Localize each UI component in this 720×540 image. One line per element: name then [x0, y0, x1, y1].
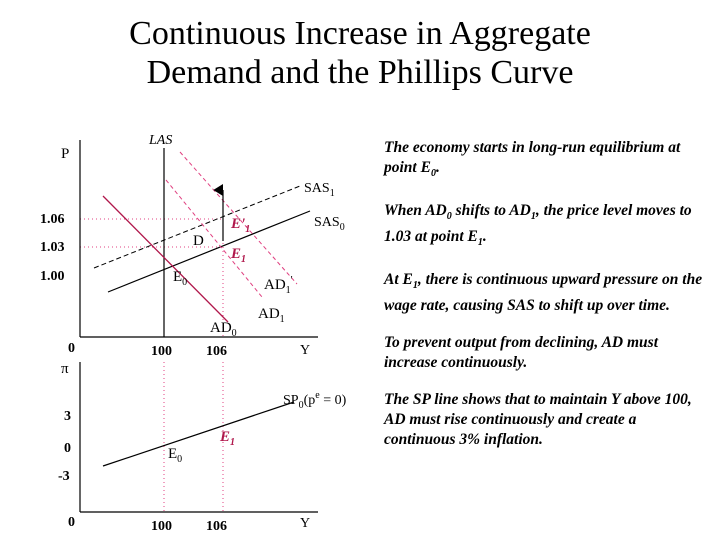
- sas1-line: [93, 185, 301, 269]
- ad1-line: [165, 179, 263, 298]
- upper-y-axis-x-label: Y: [300, 343, 310, 358]
- upper-origin-label: 0: [68, 341, 75, 356]
- lower-origin-label: 0: [68, 515, 75, 530]
- d-label: D: [193, 233, 204, 249]
- lower-output-label-106: 106: [206, 519, 227, 534]
- e1-label: E1: [230, 246, 246, 265]
- e0-label: E0: [173, 269, 187, 288]
- las-label: LAS: [148, 133, 172, 148]
- sas1-label: SAS1: [304, 181, 335, 199]
- title-line-1: Continuous Increase in Aggregate: [129, 15, 591, 52]
- note-paragraph-2: When AD0 shifts to AD1, the price level …: [384, 202, 692, 249]
- ad1-prime-line: [179, 151, 298, 285]
- ad1-prime-label: AD1': [264, 274, 293, 296]
- lower-e1-label: E1: [219, 429, 235, 448]
- note-paragraph-4: To prevent output from declining, AD mus…: [384, 334, 659, 372]
- lower-x-axis-label: Y: [300, 516, 310, 531]
- explanation-notes: The economy starts in long-run equilibri…: [384, 138, 704, 467]
- lower-output-label-100: 100: [151, 519, 172, 534]
- sas0-label: SAS0: [314, 215, 345, 233]
- slide-title: Continuous Increase in Aggregate Demand …: [0, 14, 720, 92]
- title-line-2: Demand and the Phillips Curve: [146, 54, 574, 91]
- price-label-103: 1.03: [40, 240, 65, 255]
- lower-e0-label: E0: [168, 446, 182, 465]
- ad0-label: AD0: [210, 320, 237, 339]
- e1-prime-label: E'1: [230, 216, 250, 235]
- upper-p-axis-label: P: [61, 146, 69, 162]
- note-paragraph-3: At E1, there is continuous upward pressu…: [384, 271, 703, 315]
- inflation-label-minus-3: -3: [58, 469, 70, 484]
- pi-axis-label: π: [61, 361, 69, 377]
- inflation-label-0: 0: [64, 441, 71, 456]
- note-paragraph-5: The SP line shows that to maintain Y abo…: [384, 391, 692, 449]
- ad1-label: AD1: [258, 306, 285, 325]
- sas0-line: [107, 210, 311, 293]
- sp0-label: SP0(pe = 0): [283, 390, 347, 411]
- lower-graph: π SP0(pe = 0) 3 0 -3 E1 E0 0 100 106 Y: [58, 361, 347, 534]
- ad0-line: [102, 195, 229, 323]
- upper-graph: P LAS SAS1 SAS0 1.06 1.03 1.00 E'1 D E1 …: [40, 133, 345, 359]
- price-label-106: 1.06: [40, 212, 65, 227]
- note-paragraph-1: The economy starts in long-run equilibri…: [384, 139, 681, 180]
- upper-output-label-100: 100: [151, 344, 172, 359]
- price-label-100: 1.00: [40, 269, 65, 284]
- inflation-label-3: 3: [64, 409, 71, 424]
- sp0-line: [102, 401, 295, 467]
- upper-output-label-106: 106: [206, 344, 227, 359]
